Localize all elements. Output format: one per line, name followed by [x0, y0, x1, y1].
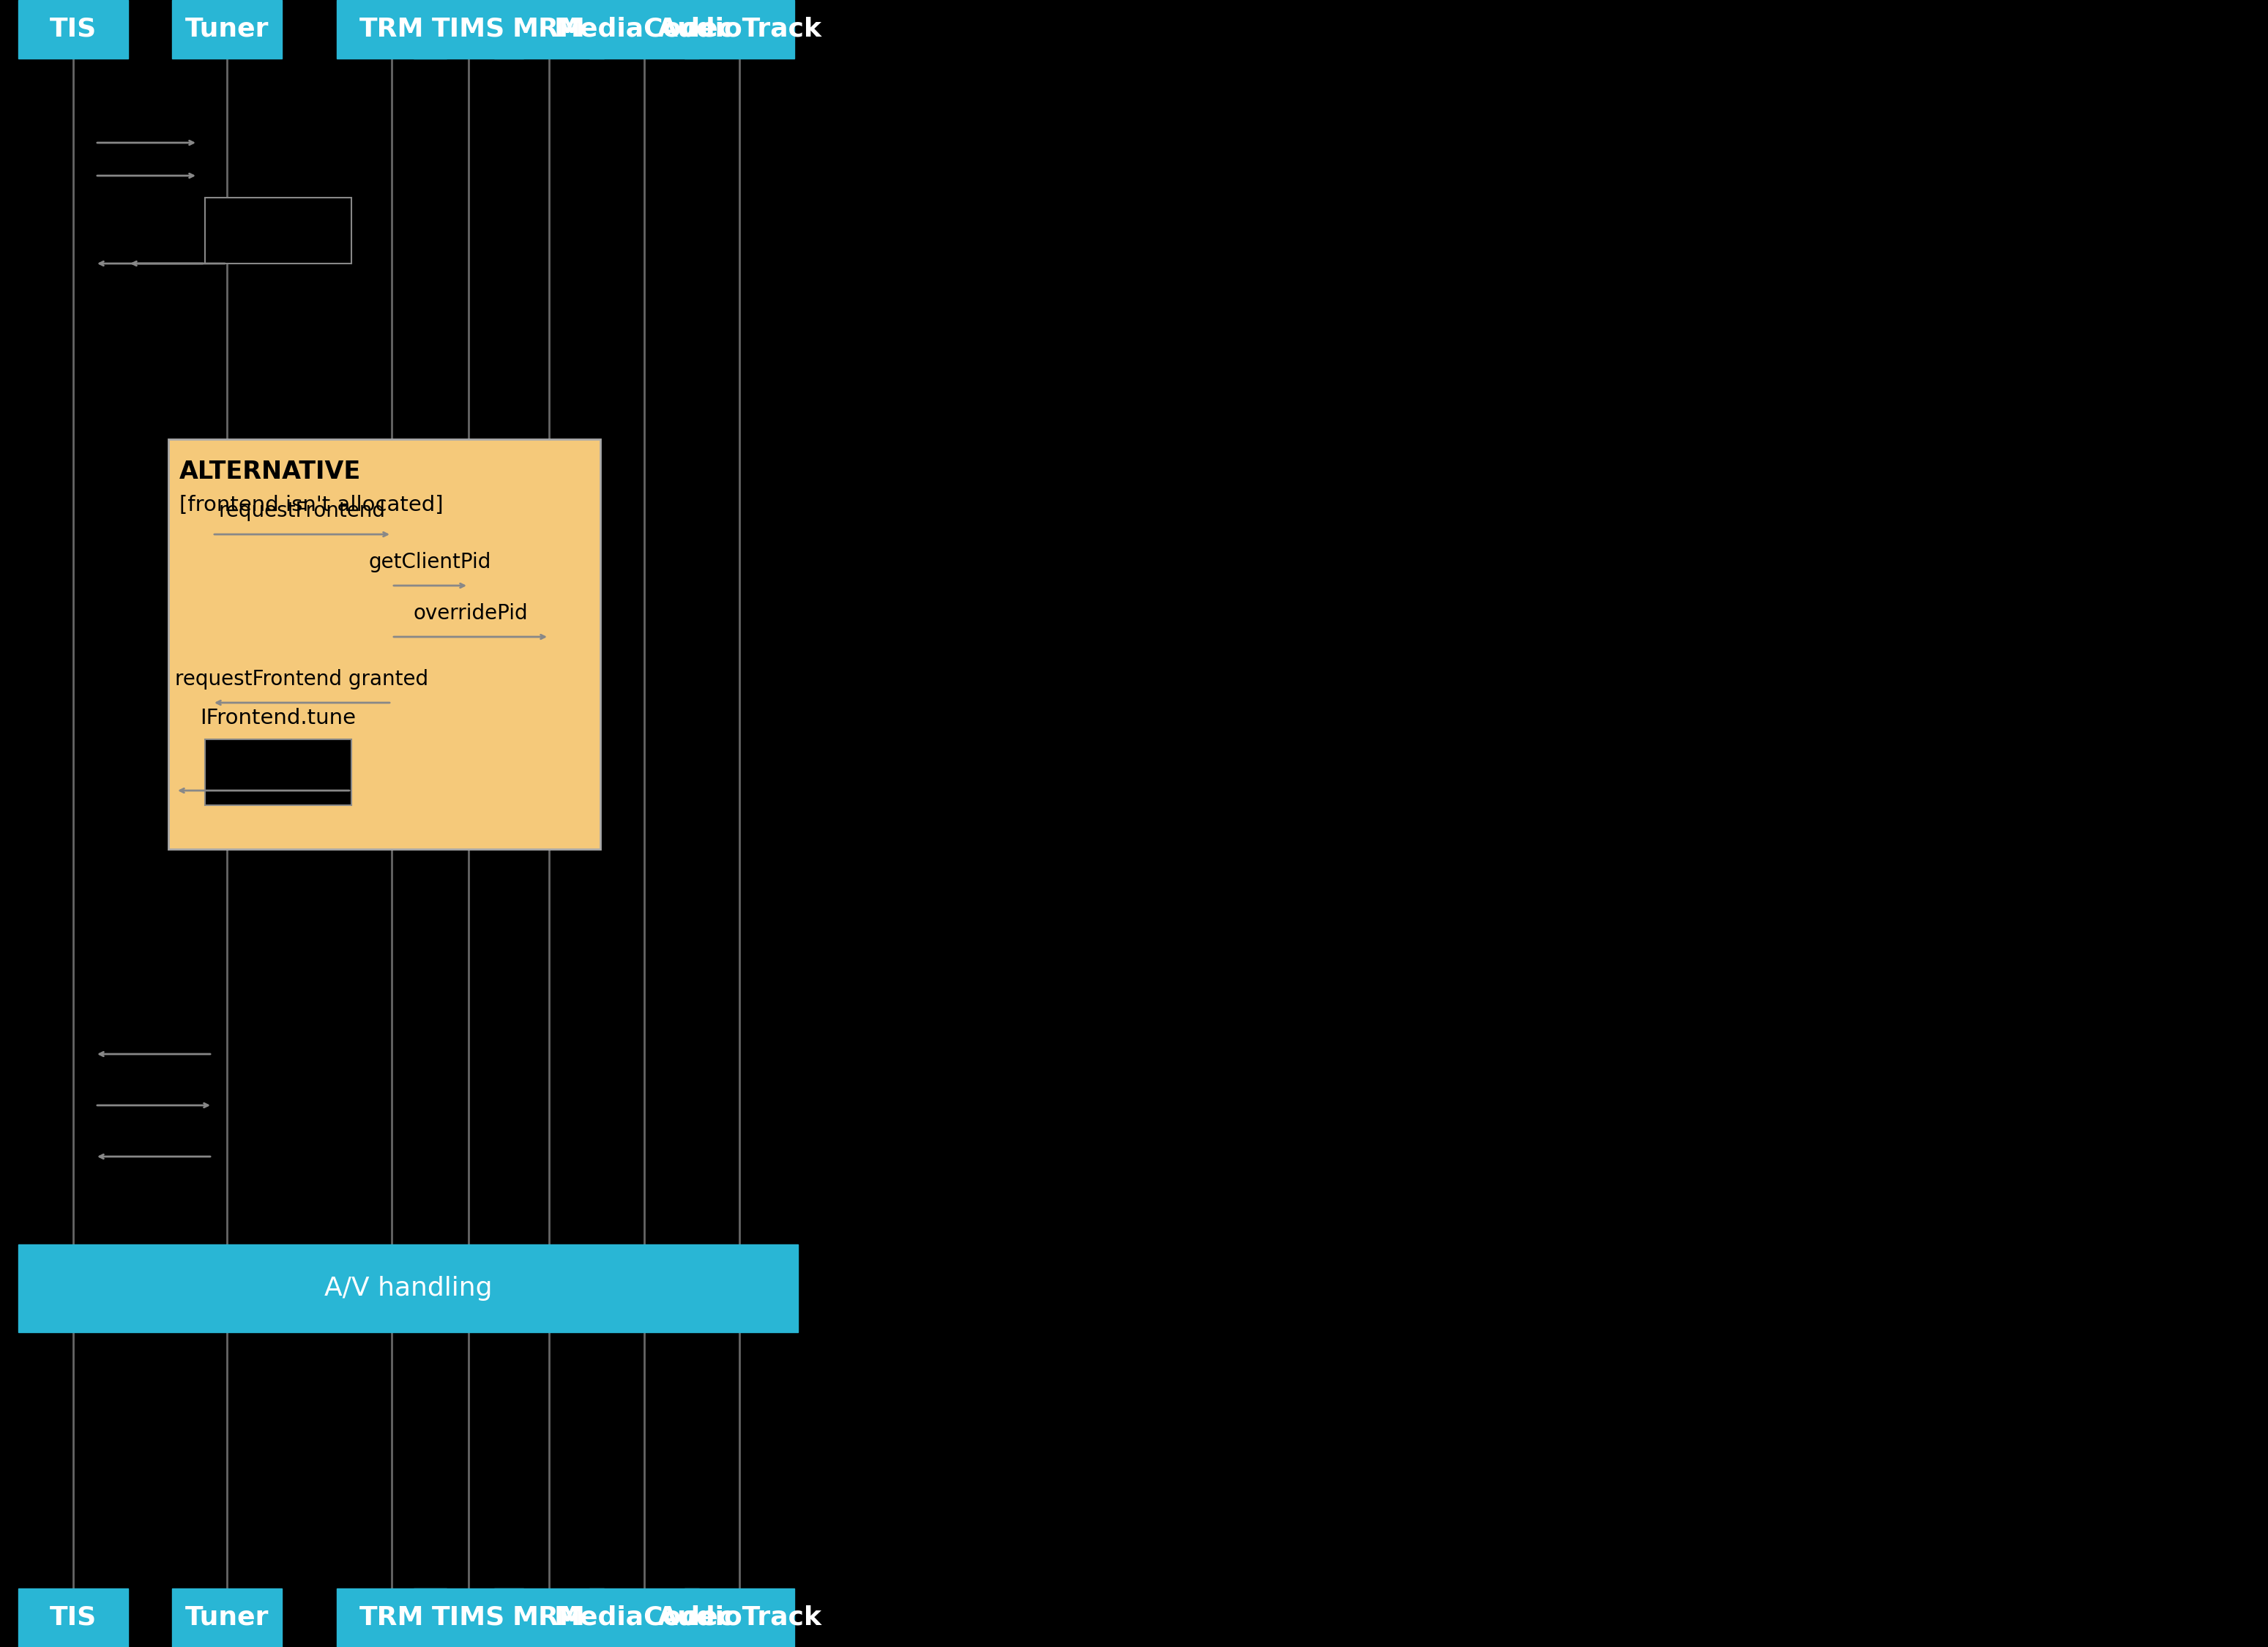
- Text: MRM: MRM: [513, 1606, 585, 1631]
- Text: Tuner: Tuner: [186, 16, 270, 41]
- Bar: [172, 0, 281, 59]
- Bar: [413, 1588, 524, 1647]
- Bar: [18, 1588, 127, 1647]
- Text: IFrontend.tune: IFrontend.tune: [200, 708, 356, 728]
- Text: MRM: MRM: [513, 16, 585, 41]
- Bar: [494, 0, 603, 59]
- Bar: [590, 0, 699, 59]
- Bar: [336, 1588, 447, 1647]
- Text: TRM: TRM: [358, 1606, 424, 1631]
- Text: MediaCodec: MediaCodec: [553, 1606, 735, 1631]
- Bar: [494, 1588, 603, 1647]
- Text: Tuner: Tuner: [186, 1606, 270, 1631]
- Text: TIMS: TIMS: [431, 1606, 506, 1631]
- Bar: [685, 1588, 794, 1647]
- Text: ALTERNATIVE: ALTERNATIVE: [179, 460, 361, 484]
- Bar: [172, 1588, 281, 1647]
- Bar: [413, 0, 524, 59]
- Bar: [590, 1588, 699, 1647]
- Bar: [18, 1245, 798, 1332]
- Bar: [18, 0, 127, 59]
- Bar: [168, 440, 601, 850]
- Text: AudioTrack: AudioTrack: [658, 16, 821, 41]
- Text: A/V handling: A/V handling: [324, 1276, 492, 1301]
- Text: requestFrontend: requestFrontend: [218, 501, 386, 520]
- Text: requestFrontend granted: requestFrontend granted: [175, 669, 429, 690]
- Text: MediaCodec: MediaCodec: [553, 16, 735, 41]
- Text: overridePid: overridePid: [413, 603, 528, 624]
- Text: TRM: TRM: [358, 16, 424, 41]
- Text: TIS: TIS: [50, 1606, 98, 1631]
- Text: [frontend isn't allocated]: [frontend isn't allocated]: [179, 494, 442, 516]
- Bar: [336, 0, 447, 59]
- Text: AudioTrack: AudioTrack: [658, 1606, 821, 1631]
- Text: TIS: TIS: [50, 16, 98, 41]
- Text: getClientPid: getClientPid: [370, 552, 492, 573]
- Bar: [204, 198, 352, 264]
- Text: TIMS: TIMS: [431, 16, 506, 41]
- Bar: [204, 740, 352, 805]
- Bar: [685, 0, 794, 59]
